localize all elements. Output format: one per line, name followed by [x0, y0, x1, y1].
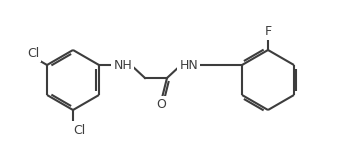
Text: O: O — [156, 99, 166, 111]
Text: F: F — [265, 24, 272, 38]
Text: HN: HN — [180, 59, 198, 71]
Text: Cl: Cl — [73, 124, 85, 136]
Text: NH: NH — [114, 59, 132, 71]
Text: Cl: Cl — [27, 47, 39, 59]
